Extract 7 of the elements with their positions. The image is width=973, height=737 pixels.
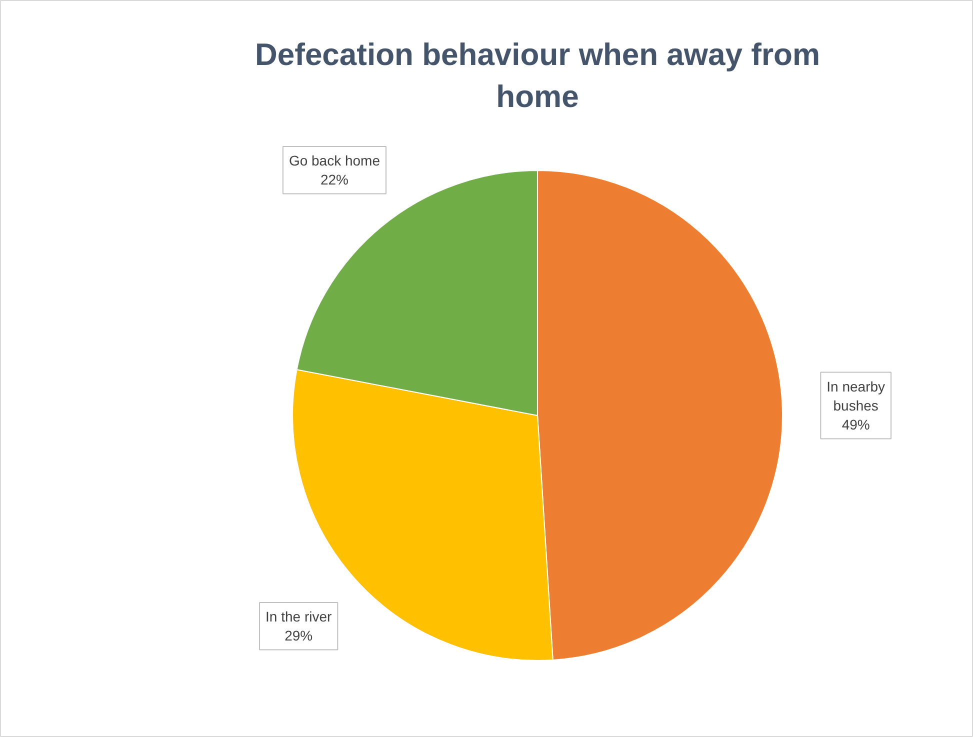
data-label: 29% <box>284 628 313 644</box>
data-label: 22% <box>320 172 348 188</box>
data-label: 49% <box>842 416 870 433</box>
slice-label: Go back home <box>288 152 380 168</box>
chart-title: Defecation behaviour when away from home <box>254 37 820 114</box>
slice-label: In the river <box>266 608 332 625</box>
slice-label: In nearby bushes <box>826 378 886 414</box>
